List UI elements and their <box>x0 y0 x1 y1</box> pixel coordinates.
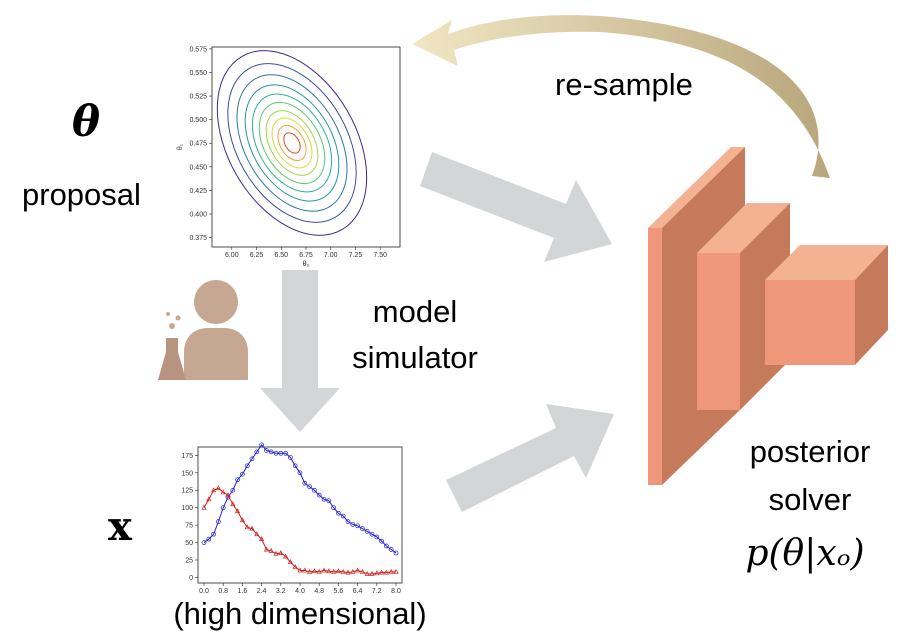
flow-arrows <box>260 152 614 512</box>
x-tick-label: 7.25 <box>349 252 363 259</box>
x-tick-label: 1.6 <box>238 588 248 595</box>
y-axis-label: θ₁ <box>177 143 184 150</box>
y-tick-label: 150 <box>181 470 193 477</box>
y-tick-label: 0.425 <box>189 188 207 195</box>
y-tick-label: 25 <box>185 557 193 564</box>
y-tick-label: 0.475 <box>189 141 207 148</box>
high-dim-label: (high dimensional) <box>173 596 426 631</box>
y-tick-label: 175 <box>181 453 193 460</box>
x-tick-label: 6.25 <box>250 252 264 259</box>
y-tick-label: 50 <box>185 540 193 547</box>
x-tick-label: 7.00 <box>324 252 338 259</box>
plot-frame <box>198 447 402 583</box>
theta-symbol: θ <box>72 97 100 146</box>
y-tick-label: 0.500 <box>189 117 207 124</box>
posterior-label: posterior <box>750 434 871 469</box>
x-tick-label: 6.50 <box>274 252 288 259</box>
contour-lines <box>187 24 398 261</box>
y-tick-label: 0.575 <box>189 46 207 53</box>
y-tick-label: 0.550 <box>189 70 207 77</box>
series-line <box>204 445 396 553</box>
y-tick-label: 0.375 <box>189 235 207 242</box>
x-tick-label: 7.50 <box>373 252 387 259</box>
x-tick-label: 6.00 <box>225 252 239 259</box>
solver-label: solver <box>769 482 852 517</box>
x-symbol: x <box>108 503 133 550</box>
x-tick-label: 0.0 <box>199 588 209 595</box>
model-label: model <box>373 294 457 329</box>
x-tick-label: 2.4 <box>257 588 267 595</box>
x-tick-label: 5.6 <box>334 588 344 595</box>
posterior-formula: p(θ|xₒ) <box>745 533 864 574</box>
y-tick-label: 0.400 <box>189 211 207 218</box>
diagram: θ proposal re-sample model simulator x (… <box>0 0 902 633</box>
y-tick-label: 0.525 <box>189 94 207 101</box>
proposal-label: proposal <box>22 177 141 212</box>
x-tick-label: 4.0 <box>295 588 305 595</box>
y-tick-label: 100 <box>181 505 193 512</box>
x-tick-label: 7.2 <box>372 588 382 595</box>
simulator-label: simulator <box>352 340 478 375</box>
x-tick-label: 6.75 <box>299 252 313 259</box>
x-tick-label: 6.4 <box>353 588 363 595</box>
resample-label: re-sample <box>555 67 693 102</box>
y-tick-label: 75 <box>185 523 193 530</box>
y-tick-label: 0 <box>189 575 193 582</box>
x-axis-label: θ₀ <box>303 261 310 268</box>
x-tick-label: 4.8 <box>314 588 324 595</box>
y-tick-label: 0.450 <box>189 164 207 171</box>
scientist-icon <box>158 280 248 380</box>
x-tick-label: 0.8 <box>218 588 228 595</box>
x-tick-label: 3.2 <box>276 588 286 595</box>
y-tick-label: 125 <box>181 488 193 495</box>
x-tick-label: 8.0 <box>391 588 401 595</box>
